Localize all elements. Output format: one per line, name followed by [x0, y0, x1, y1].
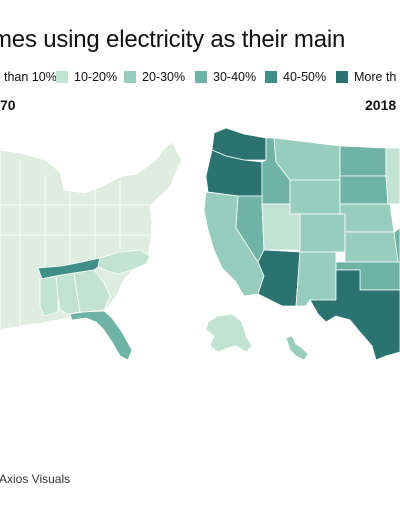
state-CO-2018: [299, 213, 346, 253]
state-MS-1970: [39, 275, 59, 317]
legend-label: 10-20%: [74, 70, 118, 84]
legend-swatch: [56, 71, 68, 83]
state-SD-2018: [339, 175, 389, 205]
map-1970: [0, 141, 183, 361]
year-label-1970: 70: [0, 97, 16, 113]
map-2018: [203, 127, 400, 361]
state-ND-2018: [339, 145, 387, 177]
legend-item-20-30: 20-30%: [124, 67, 185, 87]
legend-item-10-20: 10-20%: [56, 67, 117, 87]
legend-swatch: [124, 71, 136, 83]
legend-label: 30-40%: [213, 70, 257, 84]
state-AK-2018: [205, 313, 253, 353]
legend-swatch: [336, 71, 348, 83]
state-NC-1970: [97, 249, 151, 275]
source-credit: Axios Visuals: [0, 472, 71, 486]
legend-item-30-40: 30-40%: [195, 67, 256, 87]
state-NE-2018: [339, 203, 395, 233]
chart-title: mes using electricity as their main: [0, 26, 346, 53]
state-MO-edge-2018: [393, 227, 400, 263]
legend-item-than-10: than 10%: [0, 67, 57, 87]
legend: than 10% 10-20% 20-30% 30-40% 40-50% Mor…: [0, 67, 400, 87]
state-GA-1970: [73, 269, 111, 313]
legend-label: 20-30%: [142, 70, 186, 84]
legend-swatch: [195, 71, 207, 83]
state-AZ-2018: [257, 249, 301, 307]
legend-item-more-than-50: More th: [336, 67, 396, 87]
year-label-2018: 2018: [365, 97, 397, 113]
state-FL-1970: [69, 310, 133, 361]
state-WY-2018: [289, 179, 341, 215]
legend-label: 40-50%: [283, 70, 327, 84]
state-NM-2018: [295, 251, 337, 307]
state-TX-2018: [309, 269, 400, 361]
state-MN-2018: [385, 147, 400, 205]
state-HI-2018: [285, 335, 309, 361]
legend-label: than 10%: [4, 70, 57, 84]
legend-label: More th: [354, 70, 397, 84]
legend-swatch: [265, 71, 277, 83]
state-KS-2018: [344, 231, 399, 263]
legend-item-40-50: 40-50%: [265, 67, 326, 87]
state-borders-1970: [0, 160, 150, 330]
